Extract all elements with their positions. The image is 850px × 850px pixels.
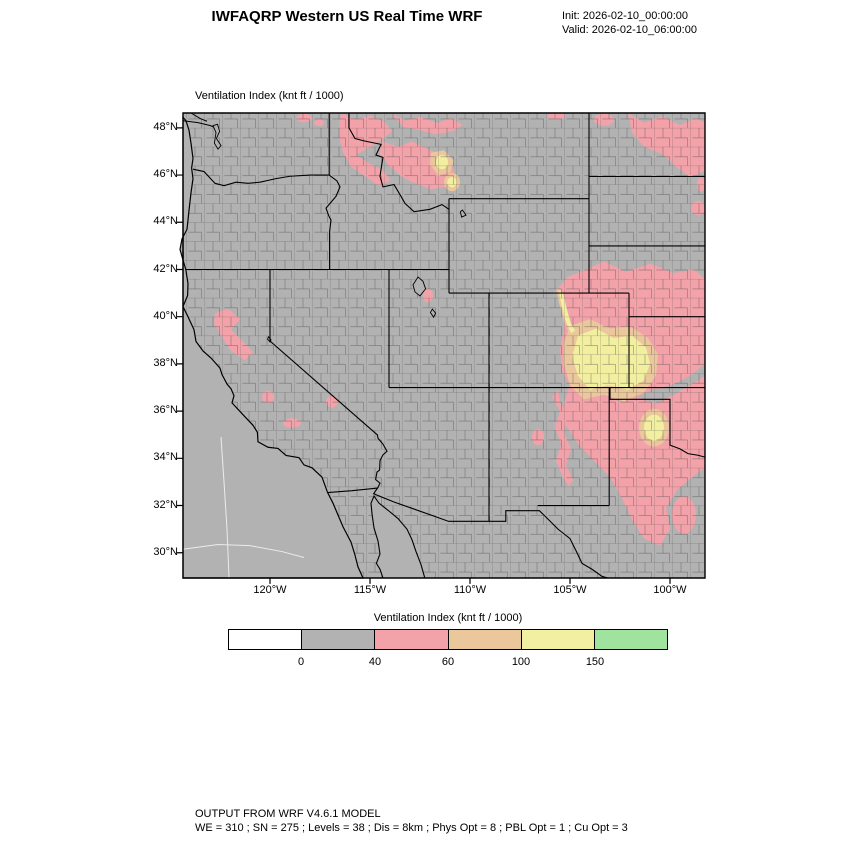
colorbar: [228, 629, 668, 650]
valid-time: Valid: 2026-02-10_06:00:00: [562, 24, 697, 36]
lat-tick-label: 38°N: [153, 357, 178, 369]
great-salt-lake: [413, 277, 426, 296]
yellowstone-lake: [460, 210, 466, 217]
time-stamps: Init: 2026-02-10_00:00:00 Valid: 2026-02…: [562, 9, 697, 37]
state-borders: [186, 113, 705, 578]
lon-tick-label: 120°W: [253, 584, 287, 596]
map-canvas: [183, 113, 705, 578]
colorbar-segment: [374, 630, 448, 649]
utah-lake: [430, 309, 435, 317]
footer-model-line: OUTPUT FROM WRF V4.6.1 MODEL: [195, 808, 381, 820]
colorbar-segment: [447, 630, 521, 649]
lon-tick-label: 100°W: [653, 584, 687, 596]
lat-tick-label: 32°N: [153, 499, 178, 511]
plot-title: IWFAQRP Western US Real Time WRF: [211, 8, 483, 25]
map-panel: [183, 113, 705, 578]
lat-tick-label: 42°N: [153, 263, 178, 275]
colorbar-tick-label: 150: [585, 656, 605, 668]
lon-tick-label: 115°W: [353, 584, 387, 596]
colorbar-tick-label: 60: [441, 656, 455, 668]
lat-tick-label: 44°N: [153, 215, 178, 227]
puget-sound: [213, 124, 221, 149]
colorbar-tick-label: 0: [297, 656, 305, 668]
ocean-graticule: [183, 437, 304, 577]
lat-tick-label: 40°N: [153, 310, 178, 322]
map-field-label: Ventilation Index (knt ft / 1000): [195, 90, 344, 102]
colorbar-segment: [229, 630, 302, 649]
lat-tick-label: 36°N: [153, 404, 178, 416]
footer-config-line: WE = 310 ; SN = 275 ; Levels = 38 ; Dis …: [195, 822, 628, 834]
colorbar-segment: [593, 630, 668, 649]
init-time: Init: 2026-02-10_00:00:00: [562, 10, 688, 22]
colorbar-segment: [301, 630, 375, 649]
axis-ticks: [176, 128, 670, 584]
strait-lines: [183, 113, 214, 127]
lon-tick-label: 105°W: [553, 584, 587, 596]
lakes: [213, 124, 466, 342]
lat-tick-label: 48°N: [153, 121, 178, 133]
colorbar-title: Ventilation Index (knt ft / 1000): [373, 612, 523, 624]
lat-tick-label: 30°N: [153, 546, 178, 558]
colorbar-segment: [520, 630, 594, 649]
lon-tick-label: 110°W: [453, 584, 487, 596]
lat-tick-label: 34°N: [153, 451, 178, 463]
colorbar-tick-label: 100: [511, 656, 531, 668]
lat-tick-label: 46°N: [153, 168, 178, 180]
ocean: [180, 117, 425, 578]
colorbar-tick-label: 40: [368, 656, 382, 668]
map-frame: [183, 113, 705, 578]
